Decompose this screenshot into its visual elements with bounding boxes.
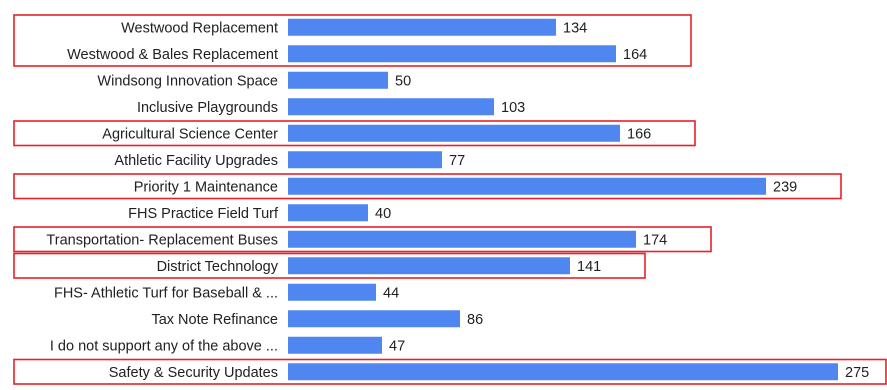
highlight-box [13, 14, 692, 67]
category-label: Inclusive Playgrounds [137, 100, 278, 116]
category-label: Priority 1 Maintenance [134, 179, 278, 195]
category-label: Westwood Replacement [121, 20, 278, 36]
bar [288, 363, 838, 381]
bar [288, 151, 442, 169]
bar [288, 204, 368, 222]
category-label: Transportation- Replacement Buses [46, 232, 278, 248]
value-label: 275 [845, 365, 869, 381]
value-label: 86 [467, 312, 483, 328]
bar [288, 124, 620, 142]
value-label: 141 [577, 259, 601, 275]
bar [288, 310, 460, 328]
category-label: District Technology [157, 259, 279, 275]
bar [288, 336, 382, 354]
bar [288, 45, 616, 63]
category-label: Westwood & Bales Replacement [67, 47, 278, 63]
highlight-box [13, 252, 646, 279]
bar [288, 71, 388, 89]
value-label: 77 [449, 153, 465, 169]
category-label: Safety & Security Updates [109, 365, 278, 381]
bar [288, 98, 494, 116]
value-label: 44 [383, 285, 399, 301]
bar [288, 257, 570, 275]
value-label: 40 [375, 206, 391, 222]
highlight-box [13, 173, 842, 200]
bar [288, 177, 766, 195]
value-labels: 134 164 50 103 166 77 239 40 174 141 44 86 47 275 [375, 20, 869, 381]
bars [288, 18, 838, 381]
category-label: FHS Practice Field Turf [128, 206, 279, 222]
bar [288, 283, 376, 301]
value-label: 103 [501, 100, 525, 116]
bar [288, 18, 556, 36]
category-label: Agricultural Science Center [102, 126, 278, 142]
highlight-box [13, 358, 887, 385]
value-label: 164 [623, 47, 647, 63]
category-label: I do not support any of the above ... [50, 338, 278, 354]
value-label: 134 [563, 20, 587, 36]
category-labels: Westwood Replacement Westwood & Bales Rep… [46, 20, 279, 381]
bar [288, 230, 636, 248]
value-label: 174 [643, 232, 667, 248]
category-label: Windsong Innovation Space [97, 73, 278, 89]
category-label: Athletic Facility Upgrades [114, 153, 278, 169]
value-label: 47 [389, 338, 405, 354]
value-label: 50 [395, 73, 411, 89]
value-label: 166 [627, 126, 651, 142]
highlight-box [13, 226, 712, 253]
category-label: FHS- Athletic Turf for Baseball & ... [54, 285, 278, 301]
highlight-box [13, 120, 696, 147]
highlight-boxes [13, 14, 887, 385]
value-label: 239 [773, 179, 797, 195]
category-label: Tax Note Refinance [151, 312, 278, 328]
